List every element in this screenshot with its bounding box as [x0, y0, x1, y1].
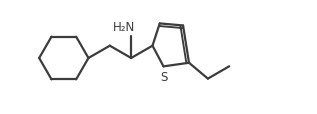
Text: S: S	[160, 70, 167, 83]
Text: H₂N: H₂N	[113, 21, 135, 34]
